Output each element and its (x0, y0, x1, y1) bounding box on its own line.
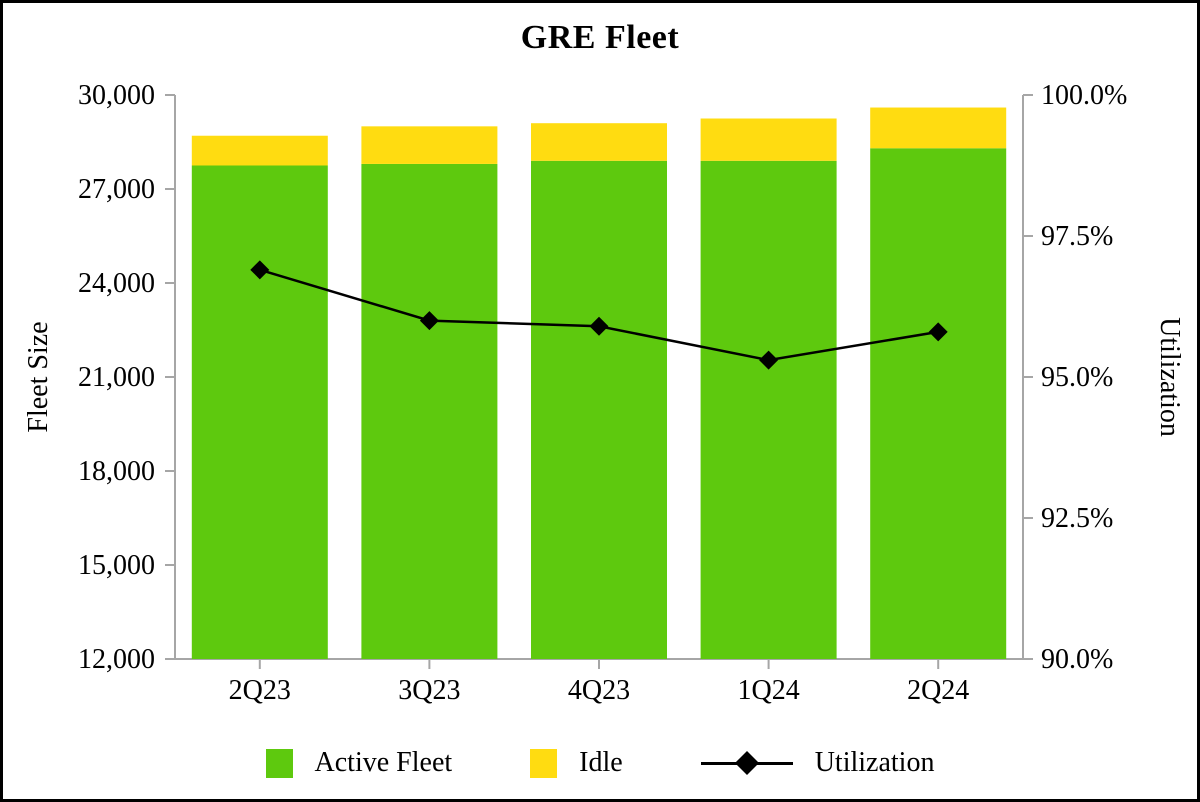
x-axis-category-label: 1Q24 (737, 675, 799, 706)
right-axis-tick-label: 100.0% (1041, 80, 1127, 111)
utilization-point (589, 316, 609, 336)
right-axis-tick-label: 95.0% (1041, 362, 1113, 393)
utilization-point (419, 311, 439, 331)
right-axis-tick-label: 92.5% (1041, 503, 1113, 534)
left-axis-tick-label: 21,000 (78, 362, 155, 393)
x-axis-category-label: 2Q24 (907, 675, 969, 706)
legend-label-idle: Idle (579, 747, 623, 778)
x-axis-category-label: 2Q23 (229, 675, 291, 706)
legend-label-active-fleet: Active Fleet (314, 747, 453, 778)
utilization-point (928, 322, 948, 342)
idle-bar (361, 126, 498, 164)
active-fleet-bar (870, 148, 1007, 659)
right-axis-title: Utilization (1154, 317, 1185, 437)
idle-bar (531, 123, 667, 161)
active-fleet-bar (361, 163, 498, 659)
left-axis-tick-label: 30,000 (78, 80, 155, 111)
chart-plot-area: 30,000 27,000 24,000 21,000 18,000 15,000 12,0… (23, 80, 1185, 706)
active-fleet-bar (700, 160, 837, 660)
x-axis-category-label: 3Q23 (398, 675, 460, 706)
left-axis-tick-label: 24,000 (78, 268, 155, 299)
legend-item-idle: Idle (530, 747, 623, 779)
idle-bar (870, 107, 1007, 149)
left-axis-tick-label: 15,000 (78, 550, 155, 581)
utilization-point (250, 260, 270, 280)
right-axis-tick-label: 90.0% (1041, 644, 1113, 675)
idle-bar (191, 135, 328, 166)
left-axis-tick-label: 18,000 (78, 456, 155, 487)
utilization-line-marker-icon (700, 750, 793, 776)
idle-swatch-icon (530, 748, 558, 778)
left-axis-tick-label: 12,000 (78, 644, 155, 675)
legend-label-utilization: Utilization (814, 747, 935, 778)
legend-item-utilization: Utilization (700, 747, 935, 779)
chart-legend: Active Fleet Idle Utilization (3, 747, 1197, 779)
x-axis-category-label: 4Q23 (568, 675, 630, 706)
chart-title: GRE Fleet (520, 19, 680, 56)
left-axis-tick-label: 27,000 (78, 174, 155, 205)
idle-bar (700, 118, 837, 161)
right-axis-tick-label: 97.5% (1041, 221, 1113, 252)
legend-item-active-fleet: Active Fleet (265, 747, 453, 779)
active-fleet-bar (191, 165, 328, 659)
utilization-point (759, 350, 779, 370)
left-axis-title: Fleet Size (23, 321, 54, 432)
active-fleet-swatch-icon (265, 748, 293, 778)
diamond-marker-icon (734, 750, 759, 776)
active-fleet-bar (531, 160, 667, 660)
